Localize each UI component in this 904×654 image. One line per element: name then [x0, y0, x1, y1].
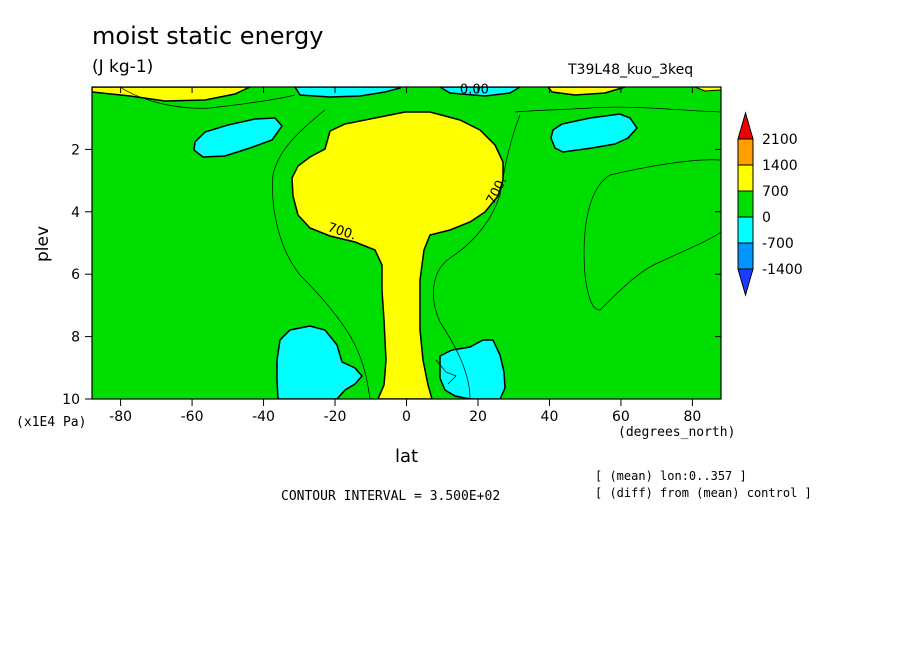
- y-tick-label: 4: [71, 205, 80, 221]
- x-tick-label: 60: [612, 409, 630, 425]
- region-upper-cyan-sh: [193, 117, 283, 158]
- x-tick-label: -60: [181, 409, 204, 425]
- x-tick-label: 0: [402, 409, 411, 425]
- contour-line-sh-outer: [119, 87, 296, 109]
- region-top-cyan-right: [438, 87, 522, 97]
- contour-line-low-nh: [435, 359, 457, 385]
- region-low-cyan-sh: [276, 325, 363, 399]
- region-top-yellow-right: [547, 87, 626, 96]
- x-tick-label: 80: [683, 409, 701, 425]
- x-axis-units: (degrees_north): [618, 425, 736, 440]
- y-tick-label: 8: [71, 330, 80, 346]
- x-tick-label: 40: [541, 409, 559, 425]
- region-central-plume: [291, 111, 504, 399]
- colorbar-label: 0: [762, 210, 771, 226]
- colorbar-segment: [737, 242, 754, 270]
- y-axis-units: (x1E4 Pa): [16, 415, 87, 430]
- y-axis: 2 4 6 8 10: [62, 142, 721, 408]
- colorbar-top-arrow: [737, 111, 754, 140]
- colorbar-label: 700: [762, 184, 789, 200]
- colorbar: 2100 1400 700 0 -700 -1400: [737, 111, 803, 297]
- colorbar-segment: [737, 138, 754, 166]
- x-tick-label: -80: [109, 409, 132, 425]
- colorbar-segment: [737, 216, 754, 244]
- colorbar-label: 1400: [762, 158, 798, 174]
- colorbar-label: -1400: [762, 262, 803, 278]
- note-diff-control: [ (diff) from (mean) control ]: [595, 486, 812, 500]
- contour-interval: CONTOUR INTERVAL = 3.500E+02: [281, 489, 501, 504]
- y-tick-label: 6: [71, 267, 80, 283]
- contour-line-sh-column: [272, 109, 371, 399]
- x-tick-label: -40: [252, 409, 275, 425]
- colorbar-bottom-arrow: [737, 268, 754, 297]
- chart-title: moist static energy: [92, 22, 324, 50]
- contour-line-nh-east: [583, 159, 721, 311]
- x-tick-label: 20: [469, 409, 487, 425]
- chart-units: (J kg-1): [92, 57, 154, 77]
- note-mean-lon: [ (mean) lon:0..357 ]: [595, 469, 747, 483]
- y-tick-label: 2: [71, 142, 80, 158]
- x-axis: -80 -60 -40 -20 0 20 40 60 80: [109, 87, 701, 425]
- region-low-cyan-nh: [439, 339, 506, 399]
- y-tick-label: 10: [62, 392, 80, 408]
- x-tick-label: -20: [324, 409, 347, 425]
- colorbar-segment: [737, 190, 754, 218]
- contour-label: 0.00: [460, 83, 489, 98]
- x-axis-label: lat: [395, 446, 419, 467]
- colorbar-label: 2100: [762, 132, 798, 148]
- region-top-yellow-left: [92, 87, 251, 102]
- region-upper-cyan-nh: [550, 113, 638, 153]
- contour-line-nh-column: [433, 114, 521, 399]
- run-label: T39L48_kuo_3keq: [568, 62, 694, 78]
- colorbar-label: -700: [762, 236, 794, 252]
- region-top-yellow-far: [694, 87, 721, 92]
- contour-line-nh-outer: [514, 106, 721, 113]
- colorbar-segment: [737, 164, 754, 192]
